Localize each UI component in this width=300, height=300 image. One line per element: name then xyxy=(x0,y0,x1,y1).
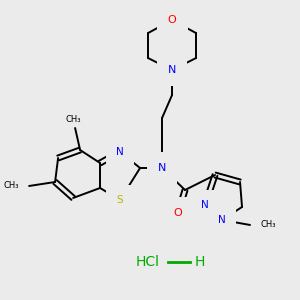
Text: CH₃: CH₃ xyxy=(260,220,275,230)
Text: N: N xyxy=(158,163,166,173)
Text: N: N xyxy=(116,147,124,157)
Text: CH₃: CH₃ xyxy=(4,182,19,190)
Text: S: S xyxy=(117,195,123,205)
Text: N: N xyxy=(218,215,226,225)
Text: H: H xyxy=(195,255,205,269)
Text: HCl: HCl xyxy=(136,255,160,269)
Text: N: N xyxy=(168,65,176,75)
Text: N: N xyxy=(201,200,209,210)
Text: O: O xyxy=(174,208,182,218)
Text: O: O xyxy=(168,15,176,25)
Text: CH₃: CH₃ xyxy=(65,115,81,124)
